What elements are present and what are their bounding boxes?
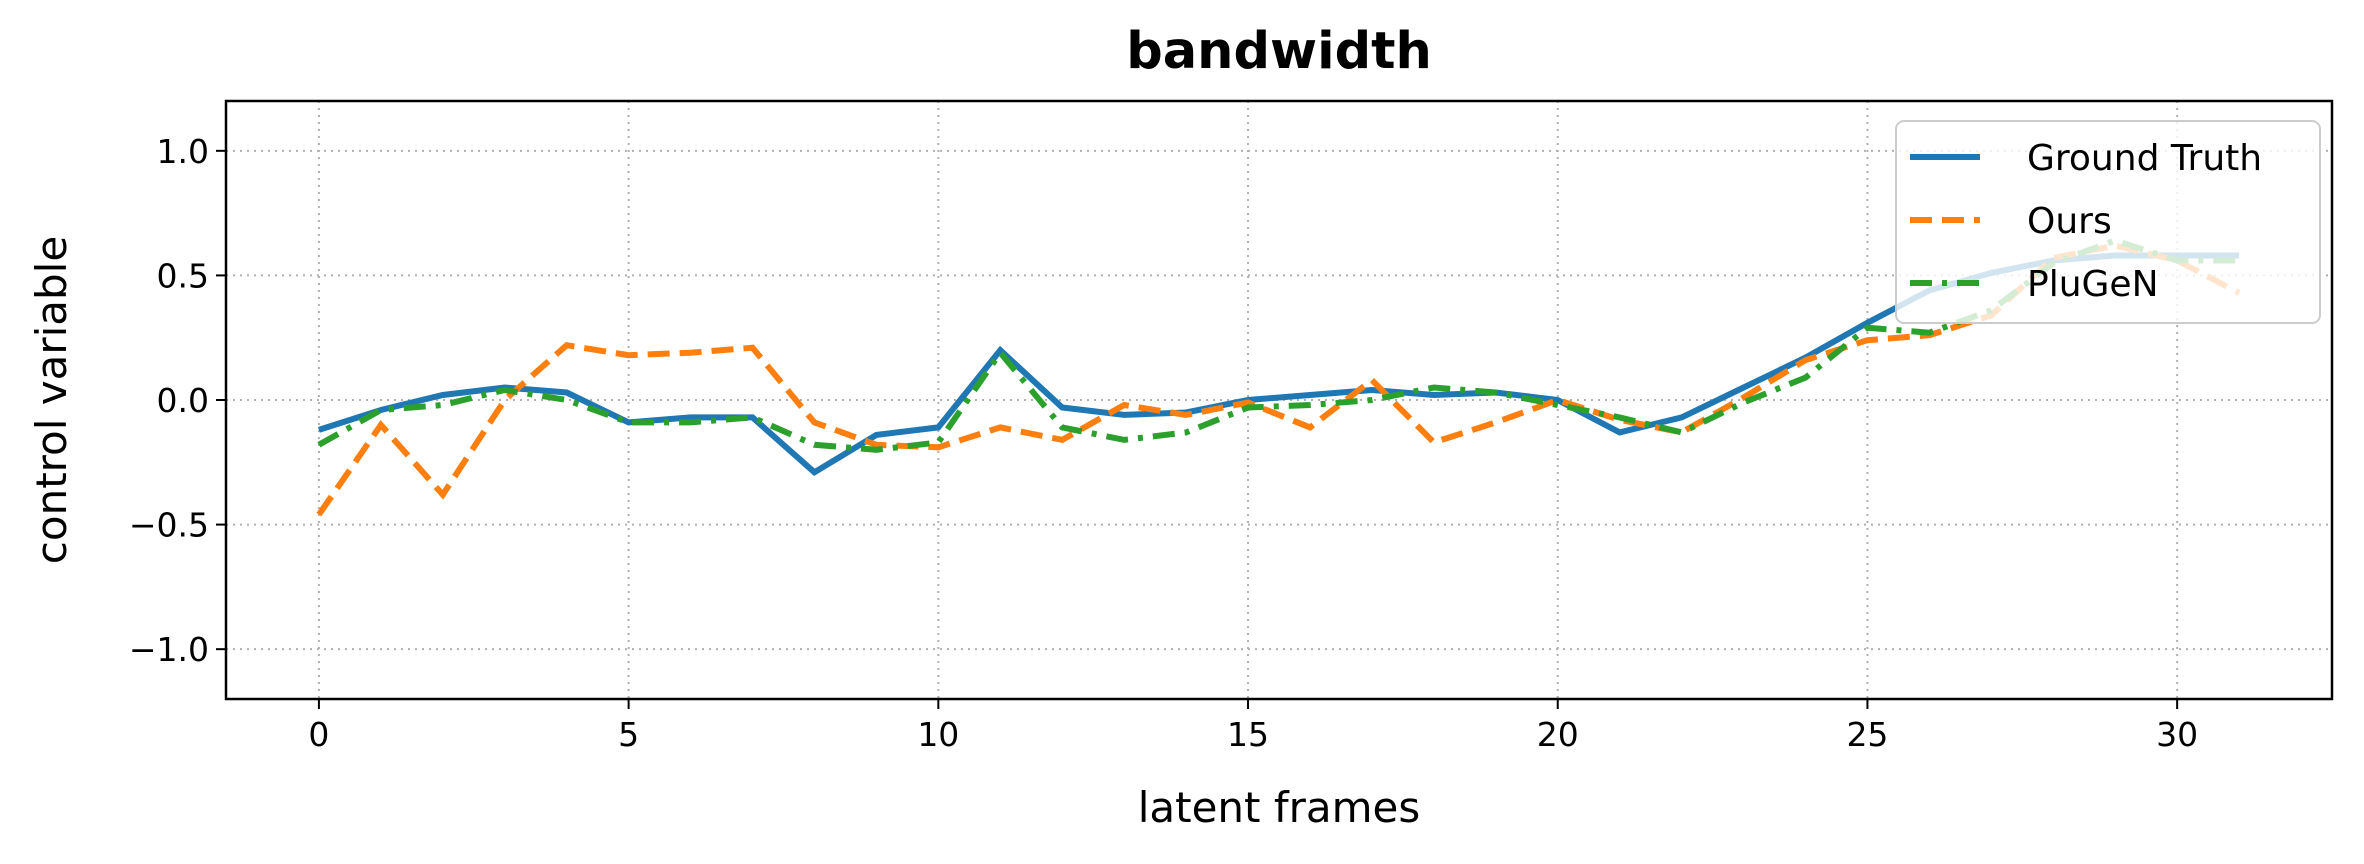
x-tick-label: 25 <box>1846 715 1888 754</box>
x-tick-label: 20 <box>1537 715 1579 754</box>
legend: Ground Truth Ours PluGeN <box>1895 120 2321 324</box>
x-tick-label: 15 <box>1227 715 1269 754</box>
y-tick-label: −0.5 <box>129 506 209 545</box>
legend-label: Ground Truth <box>2027 138 2262 179</box>
x-axis-label: latent frames <box>1138 783 1421 832</box>
x-tick-label: 0 <box>308 715 329 754</box>
y-tick-label: −1.0 <box>129 630 209 669</box>
x-tick-label: 30 <box>2156 715 2198 754</box>
y-tick-label: 0.5 <box>157 256 209 295</box>
series-line-plugen <box>317 237 2240 453</box>
x-tick-label: 5 <box>618 715 639 754</box>
legend-box <box>1895 120 2321 324</box>
x-tick-label: 10 <box>917 715 959 754</box>
series-line-ours <box>316 242 2241 517</box>
y-tick-label: 1.0 <box>157 132 209 171</box>
legend-label: Ours <box>2027 201 2112 242</box>
y-axis-label: control variable <box>27 236 76 564</box>
legend-label: PluGeN <box>2027 264 2159 305</box>
y-tick-label: 0.0 <box>157 381 209 420</box>
axis-ticks: 0 5 10 15 20 25 30 1.0 0.5 0.0 −0.5 −1.0 <box>129 132 2198 754</box>
chart-title: bandwidth <box>1126 22 1432 81</box>
